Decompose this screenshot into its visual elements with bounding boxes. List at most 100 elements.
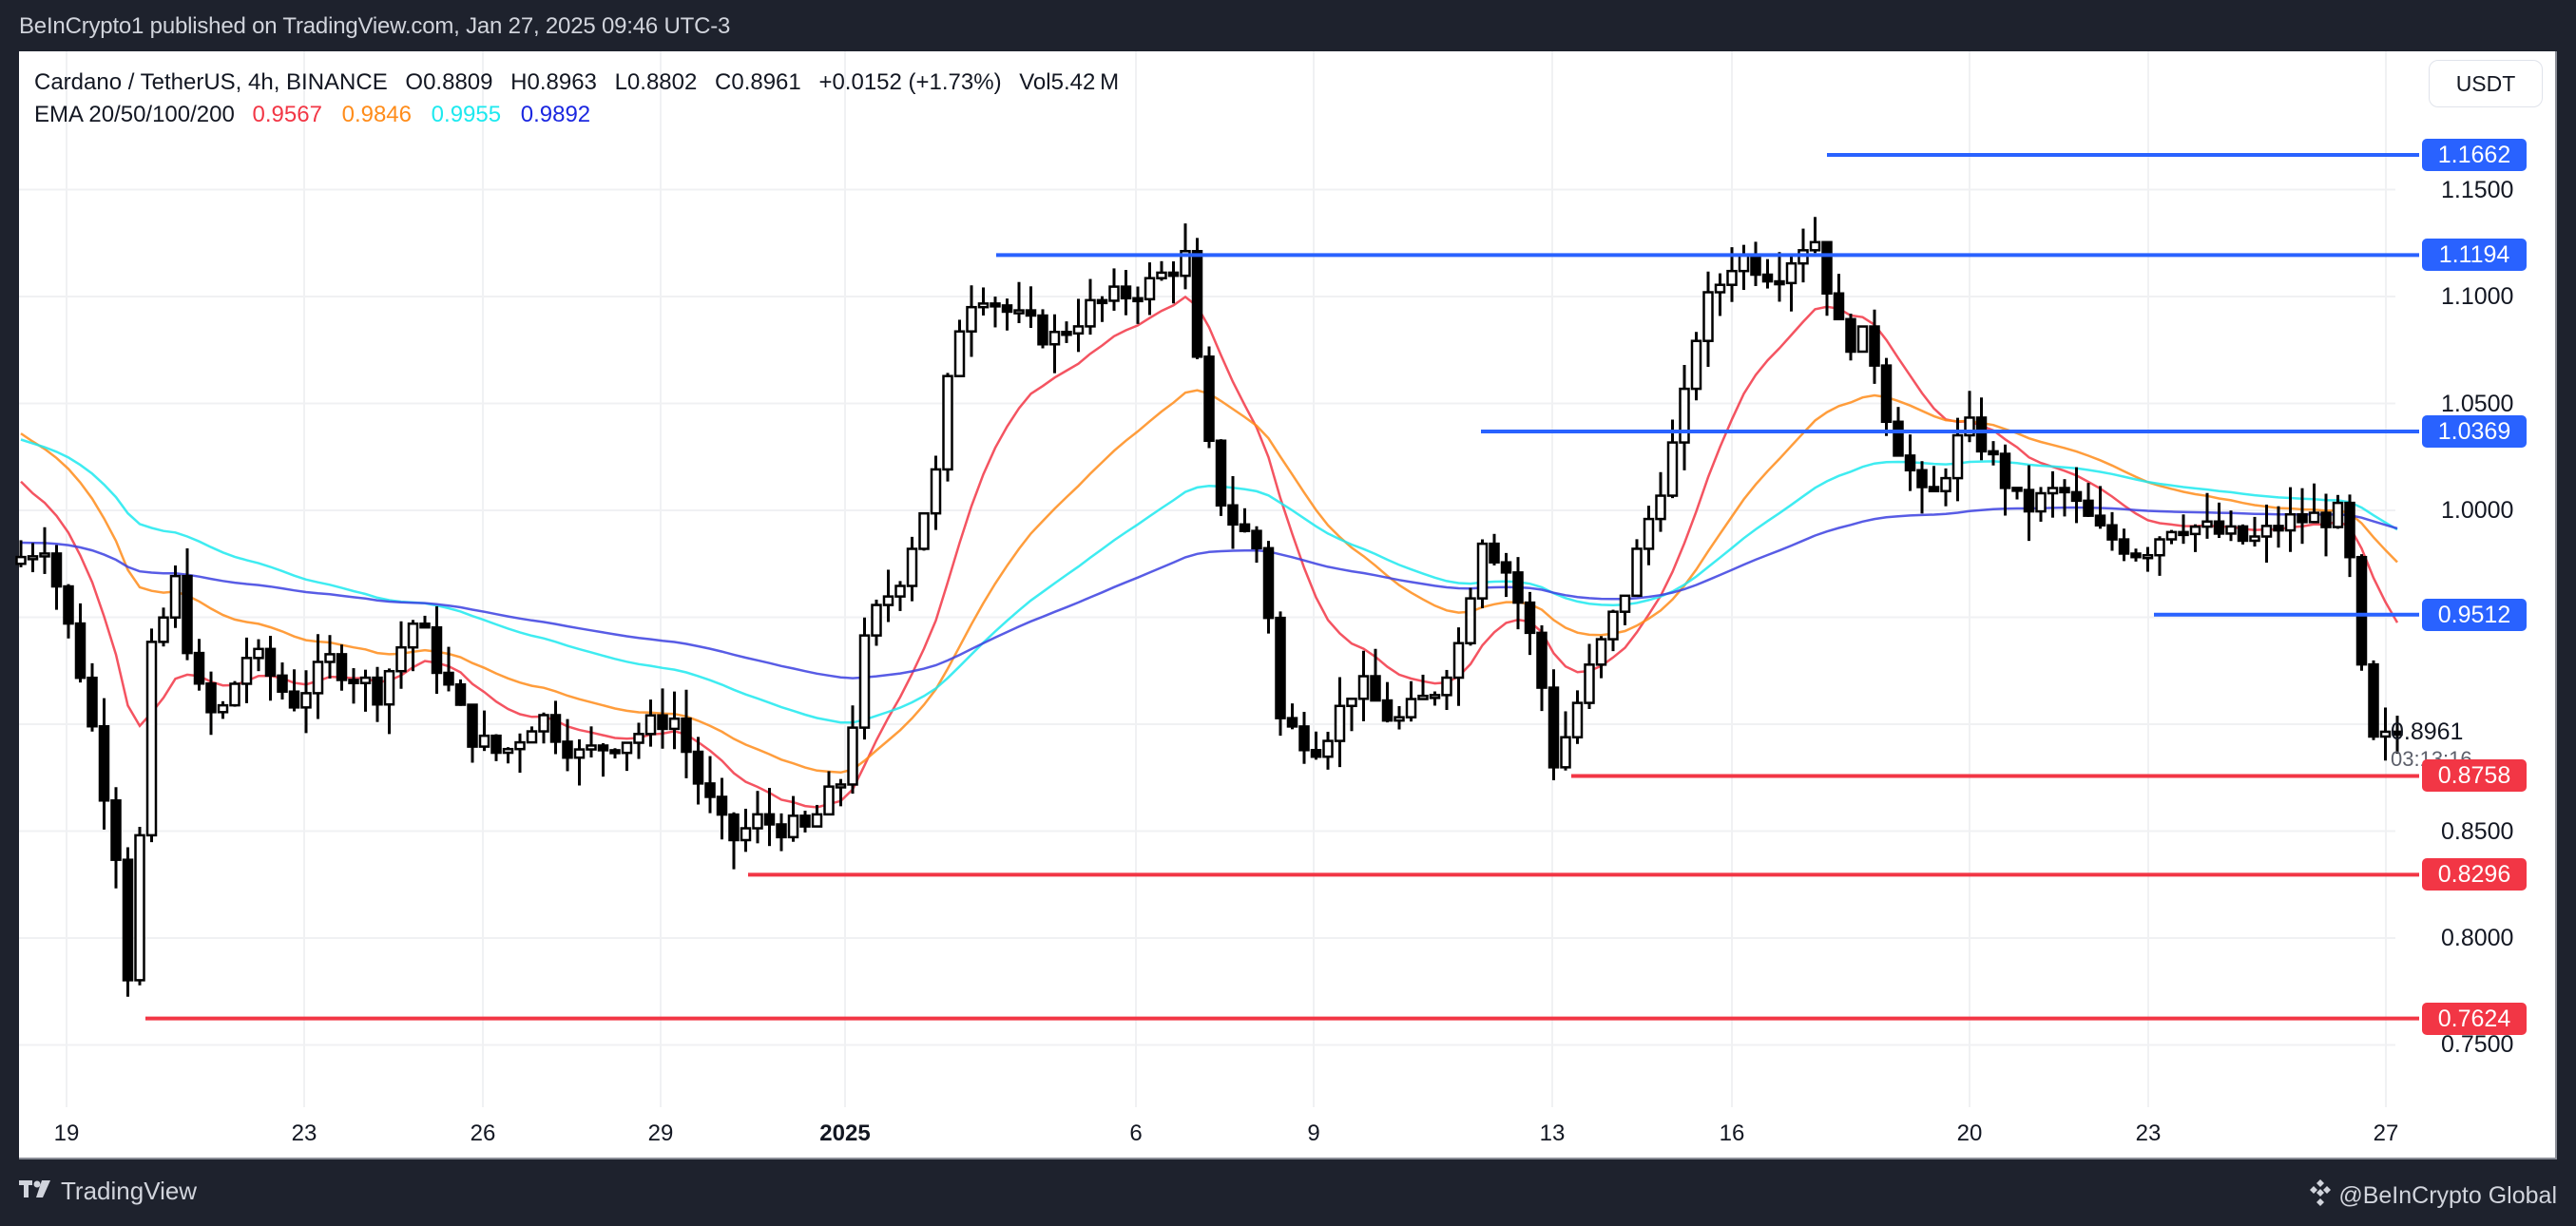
ema50-value: 0.9846 [341, 102, 412, 127]
candle [490, 734, 502, 761]
candle [1869, 309, 1880, 384]
candle [2178, 514, 2189, 545]
candle [2392, 716, 2403, 755]
candle [1441, 669, 1452, 711]
legend-symbol-row: Cardano / TetherUS, 4h, BINANCE O0.8809 … [34, 67, 1130, 99]
symbol-title[interactable]: Cardano / TetherUS, 4h, BINANCE [34, 69, 388, 95]
candle [1286, 703, 1298, 730]
candle [1310, 731, 1322, 760]
candle [2355, 554, 2368, 671]
candle [799, 811, 811, 833]
candle [2320, 493, 2332, 557]
candle [1262, 541, 1275, 634]
candle [2154, 536, 2165, 576]
candle [1702, 271, 1714, 368]
candle [1037, 309, 1048, 349]
candle [1761, 259, 1774, 289]
candle [1465, 587, 1476, 646]
grid-lines [19, 51, 2395, 1107]
candle [1512, 557, 1524, 630]
candle [2201, 492, 2213, 539]
candle [1679, 364, 1690, 470]
ohlc-close: C0.8961 [715, 69, 801, 95]
tradingview-brand[interactable]: TradingView [19, 1177, 197, 1206]
candle [1809, 217, 1821, 254]
candle [74, 603, 87, 683]
candle [716, 777, 728, 840]
time-tick: 19 [53, 1121, 80, 1146]
ohlc-open: O0.8809 [405, 69, 493, 95]
candle [383, 668, 395, 735]
candle [1048, 314, 1061, 374]
resistance-price-badge: 1.0369 [2422, 414, 2527, 448]
candle [704, 756, 716, 814]
time-tick: 6 [1129, 1121, 1143, 1146]
candle [1631, 539, 1643, 598]
candle [2344, 494, 2355, 578]
candle [1215, 439, 1227, 516]
candle [431, 605, 443, 694]
candle [2225, 510, 2237, 542]
candle [657, 688, 668, 749]
candle [2023, 465, 2035, 542]
candle [1940, 468, 1951, 507]
ema-label[interactable]: EMA 20/50/100/200 [34, 102, 235, 127]
candle [2189, 524, 2201, 552]
candle [1239, 508, 1251, 533]
candle [1774, 252, 1785, 302]
ema-20-line [20, 295, 2399, 809]
ema100-value: 0.9955 [431, 102, 502, 127]
candle [193, 639, 205, 691]
candle [110, 787, 122, 889]
candle [277, 662, 288, 700]
candle [336, 644, 348, 691]
candle [2106, 511, 2118, 551]
time-tick: 23 [291, 1121, 317, 1146]
candle [1429, 691, 1441, 706]
time-tick: 20 [1956, 1121, 1983, 1146]
candle [1595, 636, 1607, 679]
resistance-price-badge: 1.1194 [2422, 239, 2527, 272]
candle [740, 808, 752, 852]
candle [966, 285, 977, 357]
time-tick: 9 [1307, 1121, 1320, 1146]
ema-200-line [20, 506, 2398, 680]
candle [1500, 552, 1512, 598]
candle [787, 795, 799, 842]
ohlc-low: L0.8802 [614, 69, 698, 95]
candle [1251, 526, 1262, 564]
candle [1524, 591, 1536, 656]
candle [1322, 731, 1334, 770]
candle [894, 581, 906, 611]
candle [2094, 486, 2106, 529]
candle [633, 722, 644, 759]
candle [1191, 238, 1203, 360]
candle [1334, 677, 1346, 768]
candle [27, 543, 39, 573]
support-price-badge: 0.8758 [2422, 759, 2527, 793]
currency-button[interactable]: USDT [2429, 60, 2543, 107]
time-tick: 2025 [819, 1121, 871, 1146]
candle [1085, 278, 1096, 335]
candle [467, 703, 478, 763]
candle [847, 705, 858, 795]
candle [1584, 643, 1595, 709]
candle [1489, 533, 1500, 565]
candle [312, 634, 324, 719]
candle [2273, 506, 2284, 548]
candle [1750, 241, 1761, 286]
candle [2260, 504, 2273, 563]
candle [2297, 488, 2308, 545]
candle [1904, 434, 1916, 491]
candle [1690, 332, 1702, 401]
candle [1381, 681, 1394, 723]
candle [324, 635, 336, 679]
candle [1357, 650, 1370, 721]
support-price-badge: 0.7624 [2422, 1002, 2527, 1035]
candle [217, 700, 229, 719]
candle [1013, 281, 1025, 324]
candle [644, 699, 657, 747]
beincrypto-logo-icon [2308, 1178, 2333, 1214]
price-change: +0.0152 (+1.73%) [818, 69, 1002, 95]
